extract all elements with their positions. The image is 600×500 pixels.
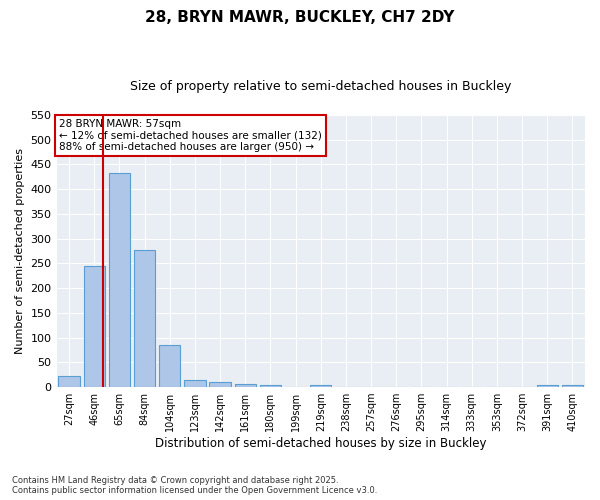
Bar bbox=[83, 266, 105, 387]
Bar bbox=[562, 385, 583, 387]
Bar bbox=[109, 174, 130, 387]
Bar bbox=[260, 385, 281, 387]
Y-axis label: Number of semi-detached properties: Number of semi-detached properties bbox=[15, 148, 25, 354]
Bar bbox=[209, 382, 231, 387]
Bar bbox=[159, 345, 181, 387]
X-axis label: Distribution of semi-detached houses by size in Buckley: Distribution of semi-detached houses by … bbox=[155, 437, 487, 450]
Bar bbox=[310, 385, 331, 387]
Bar bbox=[235, 384, 256, 387]
Bar bbox=[134, 250, 155, 387]
Text: 28 BRYN MAWR: 57sqm
← 12% of semi-detached houses are smaller (132)
88% of semi-: 28 BRYN MAWR: 57sqm ← 12% of semi-detach… bbox=[59, 119, 322, 152]
Bar bbox=[184, 380, 206, 387]
Text: 28, BRYN MAWR, BUCKLEY, CH7 2DY: 28, BRYN MAWR, BUCKLEY, CH7 2DY bbox=[145, 10, 455, 25]
Text: Contains HM Land Registry data © Crown copyright and database right 2025.
Contai: Contains HM Land Registry data © Crown c… bbox=[12, 476, 377, 495]
Title: Size of property relative to semi-detached houses in Buckley: Size of property relative to semi-detach… bbox=[130, 80, 511, 93]
Bar bbox=[58, 376, 80, 387]
Bar bbox=[536, 385, 558, 387]
